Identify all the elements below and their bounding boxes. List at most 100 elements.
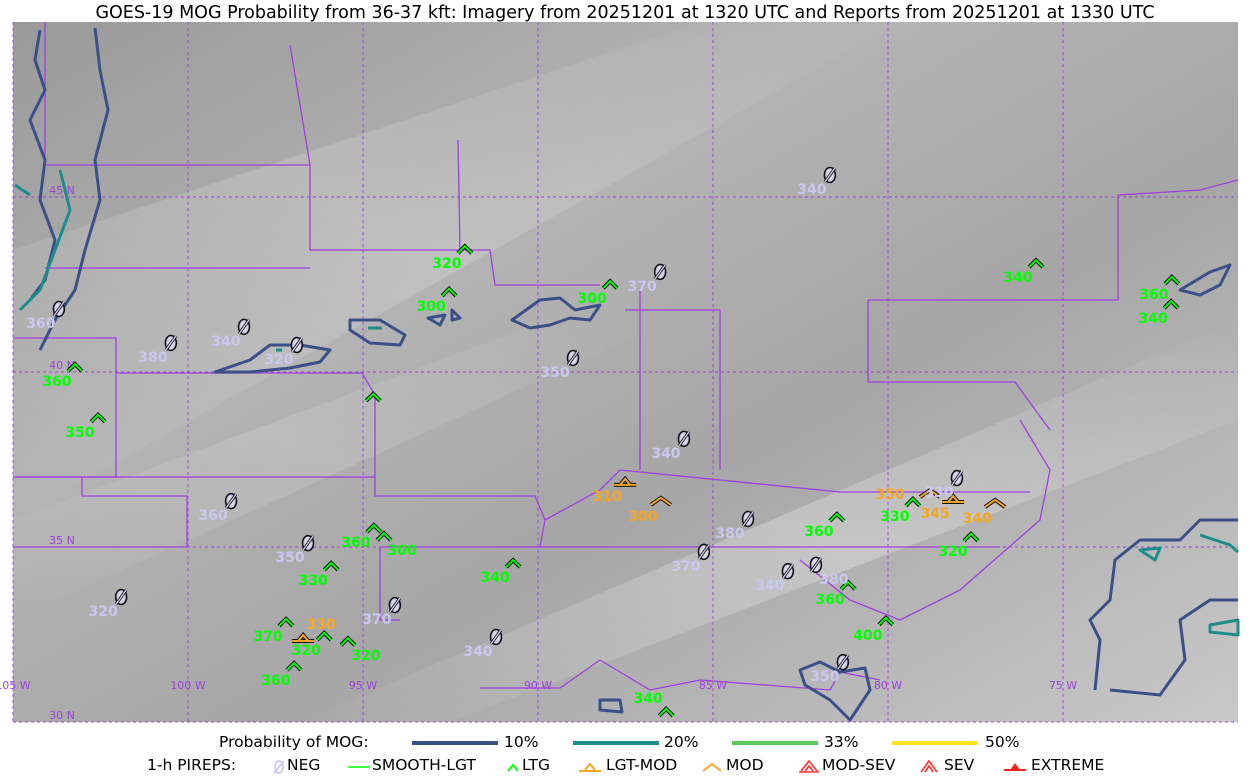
- prob-20-contour: [14, 169, 72, 312]
- ltg-icon: [601, 278, 619, 290]
- report-altitude-label: 360: [341, 535, 370, 551]
- neg-icon: [823, 166, 837, 184]
- prob-10-contour: [426, 308, 462, 327]
- ltg-icon: [315, 630, 333, 642]
- report-altitude-label: 310: [593, 489, 622, 505]
- prob-20-label: 20%: [664, 733, 699, 751]
- report-labels: 3603803403203603503203703403503703403803…: [26, 182, 1168, 707]
- longitude-label: 85 W: [699, 679, 727, 692]
- prob-33-label: 33%: [824, 733, 859, 751]
- longitude-label: 105 W: [0, 679, 31, 692]
- ltg-icon: [962, 531, 980, 543]
- report-altitude-label: 330: [924, 485, 953, 501]
- ltg-icon: [277, 616, 295, 628]
- report-altitude-label: 340: [651, 446, 680, 462]
- report-altitude-label: 350: [810, 669, 839, 685]
- report-altitude-label: 380: [819, 572, 848, 588]
- report-altitude-label: 330: [880, 509, 909, 525]
- neg-icon: [781, 562, 795, 580]
- neg-icon: [301, 534, 315, 552]
- prob-20-contour: [1138, 533, 1240, 637]
- sev-icon: [920, 759, 938, 773]
- longitude-label: 95 W: [349, 679, 377, 692]
- report-altitude-label: 370: [671, 559, 700, 575]
- ltg-icon: [839, 579, 857, 591]
- ltg-icon: [1027, 257, 1045, 269]
- mod-label: MOD: [726, 756, 764, 774]
- report-altitude-label: 370: [253, 629, 282, 645]
- neg-icon: [164, 334, 178, 352]
- map-title: GOES-19 MOG Probability from 36-37 kft: …: [95, 3, 1155, 23]
- report-altitude-label: 360: [815, 592, 844, 608]
- ltg-icon: [1163, 274, 1181, 286]
- report-altitude-label: 330: [307, 617, 336, 633]
- longitude-label: 75 W: [1049, 679, 1077, 692]
- report-altitude-label: 320: [264, 352, 293, 368]
- neg-label: NEG: [287, 756, 321, 774]
- ltg-icon: [1162, 298, 1180, 310]
- pirep-legend: 1-h PIREPS: NEG SMOOTH-LGT LTG LGT-MOD M…: [0, 756, 1250, 778]
- mod-icon: [918, 487, 942, 499]
- report-altitude-label: 360: [42, 374, 71, 390]
- report-altitude-label: 350: [540, 365, 569, 381]
- latitude-label: 30 N: [49, 709, 75, 722]
- lgt-mod-icon: [614, 475, 637, 487]
- neg-icon: [677, 430, 691, 448]
- neg-icon: [114, 588, 128, 606]
- report-altitude-label: 350: [875, 487, 904, 503]
- ltg-icon: [440, 286, 458, 298]
- report-altitude-label: 345: [920, 506, 949, 522]
- report-altitude-label: 350: [65, 425, 94, 441]
- report-altitude-label: 350: [275, 550, 304, 566]
- neg-icon: [836, 653, 850, 671]
- ltg-icon: [365, 522, 383, 534]
- extreme-icon: [1004, 763, 1026, 771]
- neg-icon: [741, 510, 755, 528]
- neg-icon: [653, 263, 667, 281]
- prob-33-swatch: [732, 741, 818, 745]
- report-altitude-label: 360: [1139, 287, 1168, 303]
- ltg-icon: [828, 511, 846, 523]
- ltg-icon: [364, 391, 382, 403]
- report-altitude-label: 320: [89, 604, 118, 620]
- mod-icon: [649, 495, 673, 507]
- prob-20-contour: [276, 326, 382, 352]
- probability-legend-title: Probability of MOG:: [219, 733, 369, 751]
- prob-10-contour: [1178, 263, 1232, 297]
- longitude-label: 80 W: [874, 679, 902, 692]
- report-altitude-label: 340: [481, 570, 510, 586]
- neg-icon: [52, 300, 66, 318]
- lgt-mod-label: LGT-MOD: [606, 756, 678, 774]
- extreme-label: EXTREME: [1031, 756, 1105, 774]
- report-altitude-label: 360: [198, 508, 227, 524]
- report-altitude-label: 340: [962, 511, 991, 527]
- prob-20-swatch: [573, 741, 659, 745]
- ltg-icon: [456, 243, 474, 255]
- lgt-mod-icon: [942, 492, 965, 505]
- prob-10-contour: [1088, 518, 1238, 697]
- prob-50-label: 50%: [985, 733, 1020, 751]
- report-icons: [52, 166, 1181, 718]
- report-altitude-label: 330: [299, 573, 328, 589]
- prob-50-swatch: [892, 741, 978, 745]
- ltg-icon: [89, 412, 107, 424]
- longitude-label: 100 W: [170, 679, 205, 692]
- neg-icon: [809, 556, 823, 574]
- report-altitude-label: 360: [26, 316, 55, 332]
- neg-icon: [697, 543, 711, 561]
- mog-probability-contours: [14, 27, 1240, 722]
- pirep-reports: 3603803403203603503203703403503703403803…: [26, 166, 1181, 718]
- report-altitude-label: 300: [387, 543, 416, 559]
- ltg-label: LTG: [522, 756, 550, 774]
- prob-10-swatch: [412, 741, 498, 745]
- lgt-mod-icon: [579, 762, 601, 772]
- lgt-mod-icon: [292, 631, 315, 643]
- neg-icon: [566, 349, 580, 367]
- report-altitude-label: 320: [432, 256, 461, 272]
- ltg-icon: [339, 635, 357, 647]
- report-altitude-label: 340: [755, 578, 784, 594]
- prob-10-contour: [510, 296, 602, 330]
- report-altitude-label: 320: [938, 544, 967, 560]
- neg-icon: [950, 469, 964, 487]
- report-altitude-label: 300: [416, 299, 445, 315]
